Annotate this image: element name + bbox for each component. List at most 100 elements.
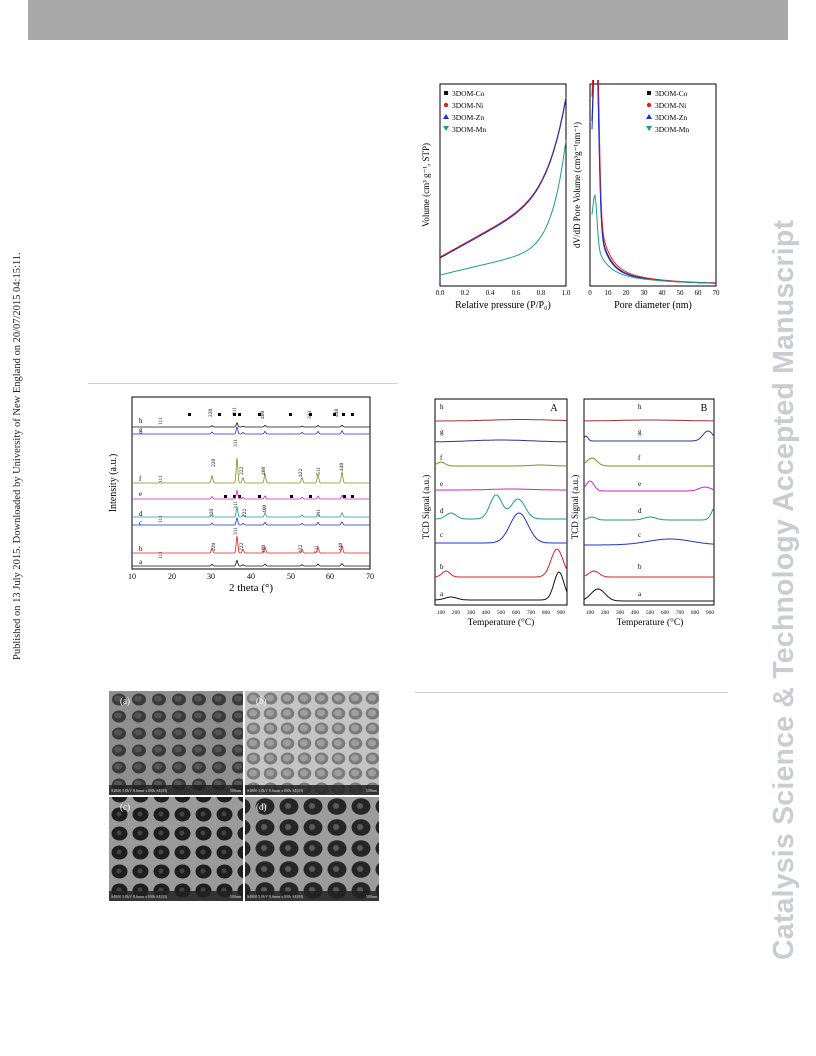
pore-xticks: 0 10 20 30 40 50 60 70 (588, 289, 720, 297)
isotherm-curve (439, 97, 567, 259)
xrd-peak-label: 220 (211, 543, 217, 552)
tpr-a-ylabel: TCD Signal (a.u.) (421, 475, 431, 540)
isotherm-xticks: 0.0 0.2 0.4 0.6 0.8 1.0 (436, 289, 571, 297)
xrd-marker (188, 413, 191, 416)
xrd-marker (238, 413, 241, 416)
tpr-a-xtick: 600 (512, 610, 521, 616)
xrd-impurity-markers (188, 413, 354, 498)
isotherm-xlabel: Relative pressure (P/P₀) (455, 300, 551, 310)
tpr-b-xtick: 800 (691, 610, 700, 616)
xrd-xtick: 20 (168, 572, 176, 581)
sem-scale-c: 500nm (230, 894, 242, 899)
sem-info-bar-b (245, 785, 379, 795)
xrd-peak-label: 311 (233, 527, 239, 535)
tpr-a-xtick: 400 (482, 610, 491, 616)
pore-plot: dV/dD Pore Volume (cm³g⁻¹nm⁻¹) Pore diam… (572, 80, 720, 310)
isotherm-xtick: 1.0 (562, 289, 571, 297)
pore-xtick: 10 (605, 289, 613, 297)
legend-label-zn: 3DOM-Zn (655, 113, 687, 122)
xrd-marker (224, 495, 227, 498)
tpr-b-trace (583, 588, 714, 602)
xrd-peak-label: 422 (298, 545, 304, 554)
legend-marker-mn (646, 126, 652, 131)
tpr-a-xtick: 300 (467, 610, 476, 616)
pore-xtick: 40 (659, 289, 667, 297)
xrd-peak-label: 511 (316, 467, 322, 475)
xrd-peak-label: 222 (242, 509, 248, 518)
pore-xtick: 50 (677, 289, 685, 297)
xrd-peak-label: 440 (338, 543, 344, 552)
xrd-peak-label: 400 (261, 467, 267, 476)
xrd-trace-label: a (139, 558, 143, 566)
pore-curve (591, 80, 716, 284)
legend-label-co: 3DOM-Co (452, 89, 485, 98)
xrd-trace (132, 516, 370, 526)
tpr-b-xtick: 700 (676, 610, 685, 616)
tpr-b-trace-label: e (638, 480, 641, 488)
header-bar (28, 0, 788, 40)
legend-label-mn: 3DOM-Mn (655, 125, 689, 134)
xrd-peak-label: 220 (208, 409, 214, 418)
pore-xtick: 60 (695, 289, 703, 297)
tpr-b-trace-label: c (638, 531, 641, 539)
figure-xrd: Intensity (a.u.) 2 theta (°) 10 20 30 40… (108, 396, 374, 594)
tpr-b-xtick: 500 (646, 610, 655, 616)
figure-tpr-b: B TCD Signal (a.u.) Temperature (°C) 100… (570, 398, 715, 628)
xrd-peak-label: 440 (339, 463, 345, 472)
tpr-a-trace-label: f (440, 454, 443, 462)
xrd-marker (342, 413, 345, 416)
xrd-marker (233, 413, 236, 416)
tpr-a-trace-label: c (440, 531, 443, 539)
pore-xtick: 0 (588, 289, 592, 297)
tpr-b-trace-labels: h g f e d c b a (638, 403, 642, 598)
xrd-marker (258, 495, 261, 498)
sem-scale-a: 500nm (230, 788, 242, 793)
tpr-a-trace (435, 488, 567, 491)
tpr-a-trace (435, 571, 568, 601)
pore-xtick: 70 (713, 289, 721, 297)
tpr-a-xtick: 800 (542, 610, 551, 616)
tpr-b-xtick: 100 (586, 610, 595, 616)
legend-label-co: 3DOM-Co (655, 89, 688, 98)
xrd-xticks: 10 20 30 40 50 60 70 (128, 572, 374, 581)
xrd-peak-label: 220 (209, 509, 215, 518)
xrd-trace-label: d (139, 510, 143, 518)
pore-xlabel: Pore diameter (nm) (614, 300, 692, 310)
sem-caption-b: S4800 5.0kV 8.6mm x100k SE(M) (247, 788, 304, 793)
tpr-a-trace (434, 461, 567, 467)
legend-marker-ni (646, 102, 652, 108)
legend-marker-mn (443, 126, 449, 131)
xrd-marker (343, 495, 346, 498)
tpr-a-trace-label: b (440, 563, 444, 571)
xrd-xtick: 40 (247, 572, 255, 581)
tpr-b-xlabel: Temperature (°C) (617, 617, 684, 628)
xrd-trace-label: g (139, 426, 143, 434)
isotherm-plot: Volume (cm³ g⁻¹, STP) Relative pressure … (421, 83, 571, 310)
xrd-marker (351, 495, 354, 498)
sem-info-bar-a (109, 785, 243, 795)
isotherm-xtick: 0.0 (436, 289, 445, 297)
figure-isotherm-pore: Volume (cm³ g⁻¹, STP) Relative pressure … (421, 80, 720, 310)
tpr-a-xtick: 700 (527, 610, 536, 616)
figure-sem-images: (a) S4800 5.0kV 8.6mm x100k SE(M) 500nm … (109, 691, 379, 901)
xrd-marker (309, 495, 312, 498)
sem-panel-label-c: (c) (120, 802, 130, 812)
tpr-b-xtick: 200 (601, 610, 610, 616)
pore-curve (591, 80, 717, 284)
tpr-a-xticks: 100 200 300 400 500 600 700 800 900 (437, 610, 566, 616)
tpr-a-trace (435, 512, 567, 544)
legend-marker-zn (443, 114, 449, 119)
xrd-peak-label: 311 (233, 439, 239, 447)
tpr-b-frame (583, 398, 715, 606)
tpr-a-trace-label: a (440, 590, 444, 598)
isotherm-ylabel: Volume (cm³ g⁻¹, STP) (421, 143, 431, 227)
tpr-b-trace-label: d (638, 507, 642, 515)
legend-marker-zn (646, 114, 652, 119)
tpr-b-ylabel: TCD Signal (a.u.) (570, 475, 580, 540)
xrd-trace-label: c (139, 519, 142, 527)
sem-info-bar-c (109, 891, 243, 901)
xrd-xtick: 60 (326, 572, 334, 581)
tpr-a-panel-label: A (550, 403, 558, 414)
isotherm-xtick: 0.6 (512, 289, 521, 297)
xrd-peak-label: 111 (158, 417, 164, 425)
